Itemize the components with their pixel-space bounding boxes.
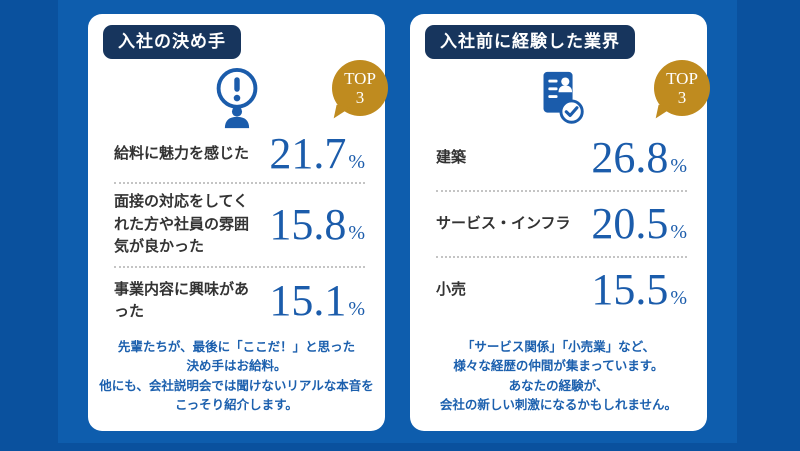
- footer-line: 様々な経歴の仲間が集まっています。: [453, 359, 664, 374]
- footer-line: こっそり紹介します。: [175, 398, 298, 413]
- stat-value: 20.5 %: [591, 202, 687, 246]
- dotted-divider: [114, 266, 365, 268]
- dotted-divider: [436, 256, 687, 258]
- stat-unit: %: [348, 298, 365, 320]
- footer-line: 「サービス関係」「小売業」など、: [461, 340, 656, 354]
- stats-list: 給料に魅力を感じた 21.7 % 面接の対応をしてくれた方や社員の雰囲気が良かっ…: [88, 126, 385, 334]
- footer-line: 先輩たちが、最後に「ここだ！」と思った: [117, 340, 356, 354]
- stat-row: 小売 15.5 %: [436, 258, 687, 322]
- stat-label: サービス・インフラ: [436, 214, 571, 232]
- stat-row: 給料に魅力を感じた 21.7 %: [114, 126, 365, 182]
- card-title-badge: 入社前に経験した業界: [425, 25, 635, 60]
- card-footer-note: 先輩たちが、最後に「ここだ！」と思った 決め手はお給料。 他にも、会社説明会では…: [98, 338, 375, 416]
- stat-number: 15.5: [591, 265, 669, 314]
- footer-line: 決め手はお給料。: [186, 359, 287, 374]
- top3-badge-number: 3: [355, 88, 365, 107]
- footer-line: 会社の新しい刺激になるかもしれません。: [439, 398, 678, 413]
- dotted-divider: [114, 182, 365, 184]
- stat-unit: %: [348, 151, 365, 173]
- person-exclamation-icon: [206, 68, 268, 130]
- dotted-divider: [436, 190, 687, 192]
- top3-badge-tail: [655, 104, 673, 122]
- stat-label: 小売: [436, 280, 467, 298]
- card-deciding-factor: 入社の決め手 TOP 3 給料に魅力を感じた 21.7 %: [88, 14, 388, 431]
- top3-badge-tail: [333, 104, 351, 122]
- stat-number: 26.8: [591, 133, 669, 182]
- stat-number: 21.7: [269, 129, 347, 178]
- card-title-badge: 入社の決め手: [103, 25, 241, 60]
- top3-badge-text: TOP: [666, 69, 698, 88]
- stat-label: 給料に魅力を感じた: [114, 144, 250, 162]
- stat-label: 面接の対応をしてくれた方や社員の雰囲気が良かった: [114, 193, 250, 256]
- card-title-text: 入社の決め手: [118, 32, 226, 51]
- card-title-text: 入社前に経験した業界: [440, 32, 620, 51]
- top3-badge: TOP 3: [654, 60, 710, 122]
- card-prior-industries: 入社前に経験した業界 TOP 3 建築 26.8: [410, 14, 710, 431]
- resume-check-icon: [528, 68, 590, 130]
- stat-row: 面接の対応をしてくれた方や社員の雰囲気が良かった 15.8 %: [114, 184, 365, 266]
- footer-line: 他にも、会社説明会では聞けないリアルな本音を: [99, 378, 374, 393]
- stat-value: 26.8 %: [591, 136, 687, 180]
- top3-badge-text: TOP: [344, 69, 376, 88]
- stat-unit: %: [670, 221, 687, 243]
- stat-row: サービス・インフラ 20.5 %: [436, 192, 687, 256]
- stat-value: 15.1 %: [269, 279, 365, 323]
- stat-value: 15.8 %: [269, 203, 365, 247]
- stat-value: 21.7 %: [269, 132, 365, 176]
- stat-row: 事業内容に興味があった 15.1 %: [114, 268, 365, 334]
- stat-value: 15.5 %: [591, 268, 687, 312]
- stat-label: 事業内容に興味があった: [114, 280, 250, 321]
- stat-number: 20.5: [591, 199, 669, 248]
- stat-label: 建築: [436, 148, 467, 166]
- stats-list: 建築 26.8 % サービス・インフラ 20.5 % 小売 15.5 %: [410, 126, 707, 322]
- stat-number: 15.1: [269, 276, 347, 325]
- stat-unit: %: [670, 155, 687, 177]
- card-footer-note: 「サービス関係」「小売業」など、 様々な経歴の仲間が集まっています。 あなたの経…: [420, 338, 697, 416]
- stat-unit: %: [670, 287, 687, 309]
- stat-row: 建築 26.8 %: [436, 126, 687, 190]
- top3-badge-number: 3: [677, 88, 687, 107]
- stat-unit: %: [348, 222, 365, 244]
- top3-badge: TOP 3: [332, 60, 388, 122]
- footer-line: あなたの経験が、: [508, 378, 609, 393]
- stat-number: 15.8: [269, 200, 347, 249]
